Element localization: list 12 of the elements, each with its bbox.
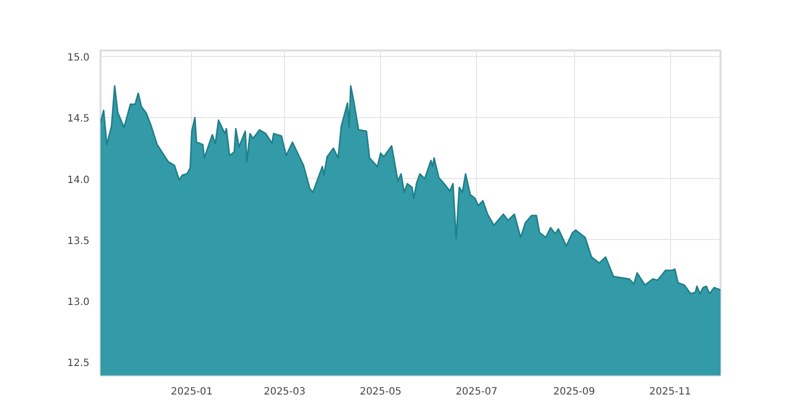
x-tick-label: 2025-09 [553, 386, 596, 398]
y-tick-label: 13.5 [67, 236, 90, 247]
y-tick-label: 12.5 [67, 358, 90, 370]
y-tick-label: 15.0 [67, 52, 90, 64]
x-tick-label: 2025-01 [170, 386, 213, 398]
x-tick-label: 2025-05 [360, 386, 402, 398]
x-tick-label: 2025-03 [264, 386, 306, 398]
x-tick-label: 2025-11 [649, 386, 692, 398]
y-tick-label: 14.5 [67, 114, 90, 125]
x-tick-label: 2025-07 [456, 386, 498, 398]
y-tick-label: 13.0 [67, 296, 90, 308]
y-tick-label: 14.0 [67, 174, 90, 186]
